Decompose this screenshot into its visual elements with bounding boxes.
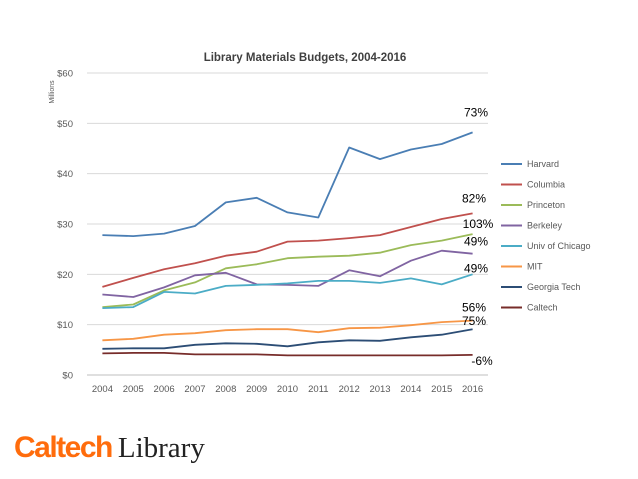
end-label: 49% [464,261,488,275]
series-lines [102,131,473,357]
y-tick-label: $10 [57,320,73,331]
y-tick-label: $40 [57,169,73,180]
legend-entry: Caltech [527,303,558,313]
line-chart: Library Materials Budgets, 2004-2016 Mil… [49,52,591,395]
end-label: 56% [462,301,486,315]
legend-entry: Harvard [527,159,559,169]
legend: Harvard Columbia Princeton Berkeley Univ of … [501,159,591,313]
x-axis-ticks: 2004 2005 2006 2007 2008 2009 2010 2011 2012 2013… [92,384,483,395]
end-label: 82% [462,191,486,205]
y-tick-label: $0 [62,371,73,382]
end-annotations: 73% 82% 103% 49% 49% 56%75% -6% [462,105,494,367]
x-tick-label: 2013 [369,384,390,395]
legend-entry: Princeton [527,200,565,210]
end-label: 75% [462,314,486,328]
y-tick-label: $30 [57,220,73,231]
caltech-library-logo: Caltech Library [14,431,205,471]
chart-title: Library Materials Budgets, 2004-2016 [204,52,407,64]
series-line-harvard [102,131,473,238]
x-tick-label: 2008 [215,384,236,395]
x-tick-label: 2015 [431,384,452,395]
legend-entry: Berkeley [527,221,563,231]
end-label: 49% [464,235,488,249]
series-line-mit [102,319,473,342]
series-line-berkeley [102,249,473,298]
x-tick-label: 2009 [246,384,267,395]
x-tick-label: 2005 [123,384,144,395]
series-line-columbia [102,212,473,288]
x-tick-label: 2006 [154,384,175,395]
x-tick-label: 2004 [92,384,113,395]
y-axis-label: Millions [49,80,56,104]
legend-entry: Columbia [527,180,565,190]
y-tick-label: $60 [57,69,73,80]
series-line-princeton [102,233,473,308]
end-label: 103% [463,217,494,231]
y-tick-label: $20 [57,270,73,281]
x-tick-label: 2014 [400,384,421,395]
legend-entry: Georgia Tech [527,282,580,292]
x-tick-label: 2012 [339,384,360,395]
x-tick-label: 2016 [462,384,483,395]
y-axis-ticks: $0 $10 $20 $30 $40 $50 $60 [57,69,73,382]
series-line-caltech [102,351,473,357]
logo-library-text: Library [117,432,205,464]
series-line-univ-of-chicago [102,273,473,309]
logo-brand-text: Caltech [14,431,113,464]
end-label: -6% [471,354,493,368]
x-tick-label: 2011 [308,384,328,395]
y-tick-label: $50 [57,119,73,130]
legend-entry: MIT [527,262,543,272]
x-tick-label: 2007 [184,384,205,395]
end-label: 73% [464,105,488,119]
series-line-georgia-tech [102,328,473,350]
legend-entry: Univ of Chicago [527,241,591,251]
x-tick-label: 2010 [277,384,298,395]
gridlines [87,72,488,376]
